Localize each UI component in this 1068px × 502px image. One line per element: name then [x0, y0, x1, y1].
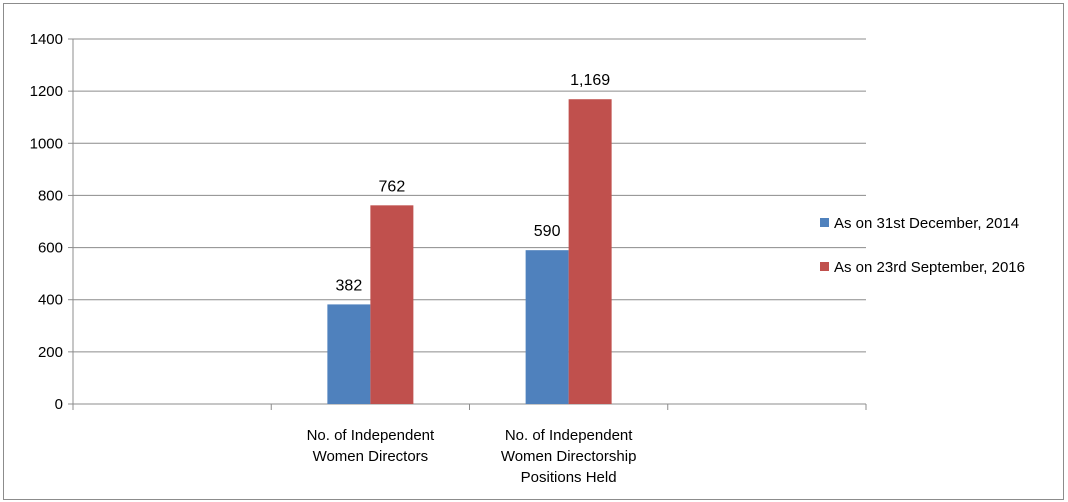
- y-axis: 0 200 400 600 800 1000 1200 1400: [30, 31, 74, 413]
- x-category-label: No. of Independent: [505, 427, 633, 444]
- bar: [568, 99, 612, 404]
- x-category-label: No. of Independent: [307, 427, 435, 444]
- gridlines: [73, 38, 866, 353]
- bar: [525, 250, 569, 404]
- y-tick-label: 1200: [30, 83, 63, 100]
- x-category-label: Positions Held: [521, 469, 617, 486]
- y-tick-label: 200: [38, 344, 63, 361]
- legend-label: As on 23rd September, 2016: [834, 259, 1025, 276]
- data-label: 590: [534, 223, 561, 240]
- legend: As on 31st December, 2014 As on 23rd Sept…: [820, 215, 1025, 276]
- bars: 382 590 762 1,169: [327, 72, 612, 404]
- y-tick-label: 800: [38, 187, 63, 204]
- legend-swatch: [820, 262, 829, 271]
- x-category-label: Women Directorship: [501, 448, 637, 465]
- y-tick-label: 1000: [30, 135, 63, 152]
- y-tick-label: 0: [55, 396, 63, 413]
- data-label: 382: [336, 277, 363, 294]
- y-tick-label: 400: [38, 292, 63, 309]
- data-label: 762: [379, 178, 406, 195]
- legend-swatch: [820, 218, 829, 227]
- bar: [327, 304, 371, 404]
- x-category-label: Women Directors: [313, 448, 429, 465]
- data-label: 1,169: [570, 72, 610, 89]
- y-tick-label: 1400: [30, 31, 63, 48]
- y-tick-label: 600: [38, 240, 63, 257]
- x-axis: No. of Independent Women Directors No. of …: [72, 403, 867, 486]
- bar: [370, 205, 414, 404]
- legend-label: As on 31st December, 2014: [834, 215, 1019, 232]
